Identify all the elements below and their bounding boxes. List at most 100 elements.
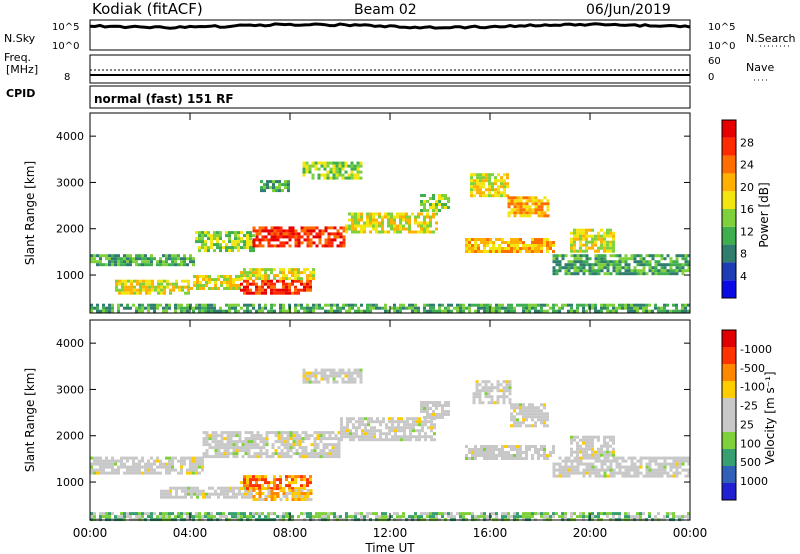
heatmap-cell [126,260,129,264]
heatmap-cell [238,434,242,438]
heatmap-cell [311,173,315,177]
heatmap-cell [220,443,224,447]
heatmap-cell [255,232,259,236]
heatmap-cell [505,386,509,390]
heatmap-cell [606,263,610,267]
heatmap-cell [367,423,370,427]
heatmap-cell [477,247,480,250]
heatmap-cell [186,263,189,267]
heatmap-cell [591,444,594,448]
heatmap-cell [573,254,577,258]
colorbar-tick-label: -25 [740,400,758,413]
heatmap-cell [540,244,543,247]
heatmap-cell [522,418,525,422]
heatmap-cell [204,231,207,235]
heatmap-cell [261,235,265,239]
heatmap-cell [432,306,435,310]
heatmap-cell [259,455,263,459]
heatmap-cell [612,246,615,250]
heatmap-cell [129,512,132,516]
heatmap-cell [246,237,249,241]
heatmap-cell [132,459,135,463]
heatmap-cell [480,515,483,519]
heatmap-cell [387,230,390,234]
heatmap-cell [432,413,435,416]
heatmap-cell [388,432,391,436]
x-tick-label: 04:00 [173,526,208,540]
heatmap-cell [353,371,357,375]
heatmap-cell [385,426,388,430]
heatmap-cell [600,228,603,232]
heatmap-cell [555,269,559,273]
heatmap-cell [588,447,591,451]
heatmap-cell [317,167,321,171]
heatmap-cell [495,512,498,516]
heatmap-cell [675,260,679,264]
heatmap-cell [280,434,284,438]
heatmap-cell [603,444,606,448]
heatmap-cell [340,426,343,430]
heatmap-cell [238,284,241,287]
heatmap-cell [334,455,338,459]
heatmap-cell [313,446,317,450]
heatmap-cell [201,306,204,310]
heatmap-cell [618,462,622,466]
heatmap-cell [406,417,409,421]
heatmap-cell [588,465,592,469]
heatmap-cell [573,234,576,238]
heatmap-cell [270,238,274,242]
heatmap-cell [285,282,288,286]
heatmap-cell [277,440,281,444]
heatmap-cell [214,455,218,459]
heatmap-cell [338,173,342,177]
heatmap-cell [294,285,297,289]
heatmap-cell [225,246,228,250]
heatmap-cell [558,474,562,478]
heatmap-cell [303,229,307,233]
heatmap-cell [288,232,292,236]
heatmap-cell [330,306,333,310]
heatmap-cell [522,247,525,250]
heatmap-cell [246,484,249,488]
heatmap-cell [482,173,485,177]
heatmap-cell [594,234,597,238]
heatmap-cell [450,515,453,519]
heatmap-cell [414,306,417,310]
heatmap-cell [192,459,195,463]
heatmap-cell [171,257,174,261]
colorbar-segment [722,466,736,483]
heatmap-cell [306,515,309,519]
heatmap-cell [217,440,221,444]
heatmap-cell [229,437,233,441]
heatmap-cell [621,303,624,307]
heatmap-cell [127,285,130,289]
heatmap-cell [579,512,582,516]
heatmap-cell [615,465,619,469]
heatmap-cell [588,462,592,466]
heatmap-cell [543,515,546,519]
heatmap-cell [531,403,534,407]
heatmap-cell [332,377,336,381]
heatmap-cell [193,489,196,493]
heatmap-cell [597,272,601,276]
heatmap-cell [147,512,150,516]
heatmap-cell [282,291,285,295]
heatmap-cell [531,250,534,253]
heatmap-cell [606,309,609,313]
heatmap-cell [510,244,513,247]
heatmap-cell [576,441,579,445]
heatmap-cell [249,277,252,281]
heatmap-cell [124,285,127,289]
heatmap-cell [205,452,209,456]
heatmap-cell [308,167,312,171]
heatmap-cell [508,389,512,393]
heatmap-cell [369,212,372,216]
heatmap-cell [594,257,598,261]
heatmap-cell [388,438,391,442]
heatmap-cell [507,202,511,206]
heatmap-cell [606,246,609,250]
heatmap-cell [219,234,222,238]
heatmap-cell [478,392,482,396]
heatmap-cell [519,250,522,253]
